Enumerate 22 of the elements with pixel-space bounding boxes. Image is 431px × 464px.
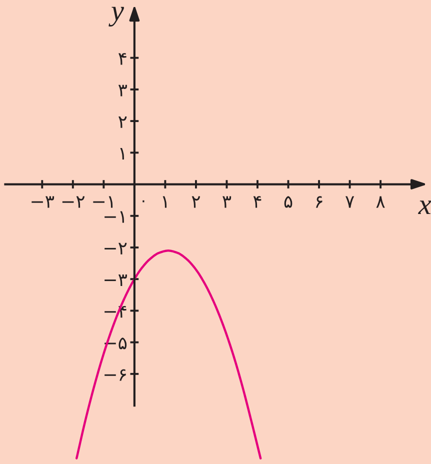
x-tick-label: ۱ [162, 196, 167, 208]
x-tick-label: −۱ [93, 196, 113, 208]
y-tick-label: −۶ [104, 369, 126, 381]
y-tick-label: ۲ [118, 116, 127, 128]
y-tick-label: −۱ [104, 211, 124, 223]
y-tick-label: ۳ [118, 84, 127, 96]
x-tick-label: ۲ [192, 196, 200, 208]
y-tick-label: −۲ [104, 242, 127, 254]
y-tick-label: ۱ [120, 148, 124, 160]
x-axis-title: x [418, 200, 431, 214]
x-tick-label: −۳ [32, 196, 54, 208]
x-tick-label: ۷ [345, 196, 354, 208]
y-tick-label: ۴ [118, 53, 126, 65]
x-tick-label: ۸ [376, 196, 385, 208]
x-tick-label: ۳ [222, 196, 232, 208]
x-tick-label: −۲ [62, 196, 85, 208]
x-tick-label: ۶ [316, 196, 322, 208]
y-tick-label: −۳ [104, 274, 127, 286]
x-tick-label: ۰ [142, 200, 144, 202]
x-tick-label: ۴ [253, 196, 262, 208]
x-tick-label: ۵ [284, 196, 292, 208]
y-axis-title: y [108, 6, 124, 26]
